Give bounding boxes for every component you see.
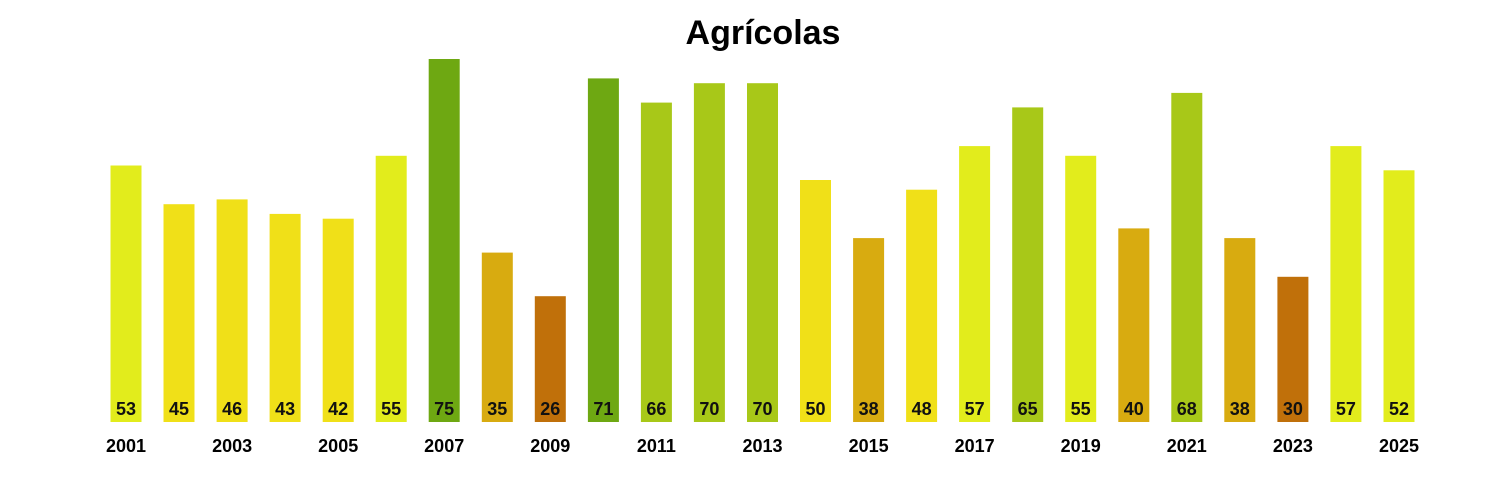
bar-2015 xyxy=(853,238,885,422)
x-tick-label-2023: 2023 xyxy=(1273,436,1313,456)
bar-value-label-2008: 35 xyxy=(487,399,507,419)
bar-2011 xyxy=(640,102,672,422)
x-axis-ticks-group: 2001 2003 2005 2007 2009 2011 2013 2015 2017 2019… xyxy=(106,436,1419,456)
bar-2016 xyxy=(906,189,938,422)
bar-value-label-2006: 55 xyxy=(381,399,401,419)
bar-2022 xyxy=(1224,238,1256,422)
bar-value-label-2002: 45 xyxy=(169,399,189,419)
bar-2013 xyxy=(747,83,778,422)
bar-value-label-2013: 70 xyxy=(752,399,772,419)
bar-value-label-2003: 46 xyxy=(222,399,242,419)
x-tick-label-2003: 2003 xyxy=(212,436,252,456)
x-tick-label-2001: 2001 xyxy=(106,436,146,456)
bar-value-label-2020: 40 xyxy=(1124,399,1144,419)
bar-value-label-2012: 70 xyxy=(699,399,719,419)
chart-title: Agrícolas xyxy=(686,14,841,52)
bar-value-label-2009: 26 xyxy=(540,399,560,419)
bar-2017 xyxy=(959,146,991,422)
bar-value-label-2022: 38 xyxy=(1230,399,1250,419)
bar-2008 xyxy=(481,252,513,422)
bar-value-label-2001: 53 xyxy=(116,399,136,419)
bar-value-label-2021: 68 xyxy=(1177,399,1197,419)
x-tick-label-2025: 2025 xyxy=(1379,436,1419,456)
bar-value-label-2018: 65 xyxy=(1018,399,1038,419)
x-tick-label-2021: 2021 xyxy=(1167,436,1207,456)
x-tick-label-2019: 2019 xyxy=(1061,436,1101,456)
bar-value-label-2014: 50 xyxy=(805,399,825,419)
bar-2002 xyxy=(163,204,195,422)
bar-value-label-2023: 30 xyxy=(1283,399,1303,419)
bar-value-label-2010: 71 xyxy=(593,399,613,419)
bar-2025 xyxy=(1383,170,1415,422)
bar-2012 xyxy=(693,83,725,422)
bar-2020 xyxy=(1118,228,1150,422)
bar-value-label-2024: 57 xyxy=(1336,399,1356,419)
bar-value-label-2007: 75 xyxy=(434,399,454,419)
bar-2009 xyxy=(534,296,566,422)
bar-2005 xyxy=(322,218,354,422)
bar-2021 xyxy=(1171,92,1203,423)
bar-2006 xyxy=(375,155,407,423)
x-tick-label-2009: 2009 xyxy=(530,436,570,456)
bar-2003 xyxy=(216,199,248,422)
bars-group xyxy=(110,59,1415,423)
bar-2007 xyxy=(428,59,460,422)
bar-2023 xyxy=(1277,276,1309,422)
bar-value-label-2025: 52 xyxy=(1389,399,1409,419)
x-tick-label-2011: 2011 xyxy=(637,436,676,456)
x-tick-label-2013: 2013 xyxy=(742,436,782,456)
bar-2004 xyxy=(269,213,301,422)
bar-value-label-2017: 57 xyxy=(965,399,985,419)
bar-2014 xyxy=(800,180,831,422)
bar-value-label-2015: 38 xyxy=(859,399,879,419)
x-tick-label-2007: 2007 xyxy=(424,436,464,456)
x-tick-label-2017: 2017 xyxy=(955,436,995,456)
bar-2018 xyxy=(1012,107,1044,423)
bar-value-label-2019: 55 xyxy=(1071,399,1091,419)
bar-2010 xyxy=(587,78,619,423)
bar-value-label-2011: 66 xyxy=(646,399,666,419)
x-tick-label-2005: 2005 xyxy=(318,436,358,456)
bar-value-label-2004: 43 xyxy=(275,399,295,419)
bar-2024 xyxy=(1330,146,1362,422)
bar-value-label-2016: 48 xyxy=(912,399,932,419)
bar-2019 xyxy=(1065,155,1097,423)
bar-labels-group: 53 45 46 43 42 55 75 35 26 71 66 70 70 50 38 48 57 65 55 40… xyxy=(116,399,1409,419)
bar-2001 xyxy=(110,165,142,422)
x-tick-label-2015: 2015 xyxy=(849,436,889,456)
bar-value-label-2005: 42 xyxy=(328,399,348,419)
